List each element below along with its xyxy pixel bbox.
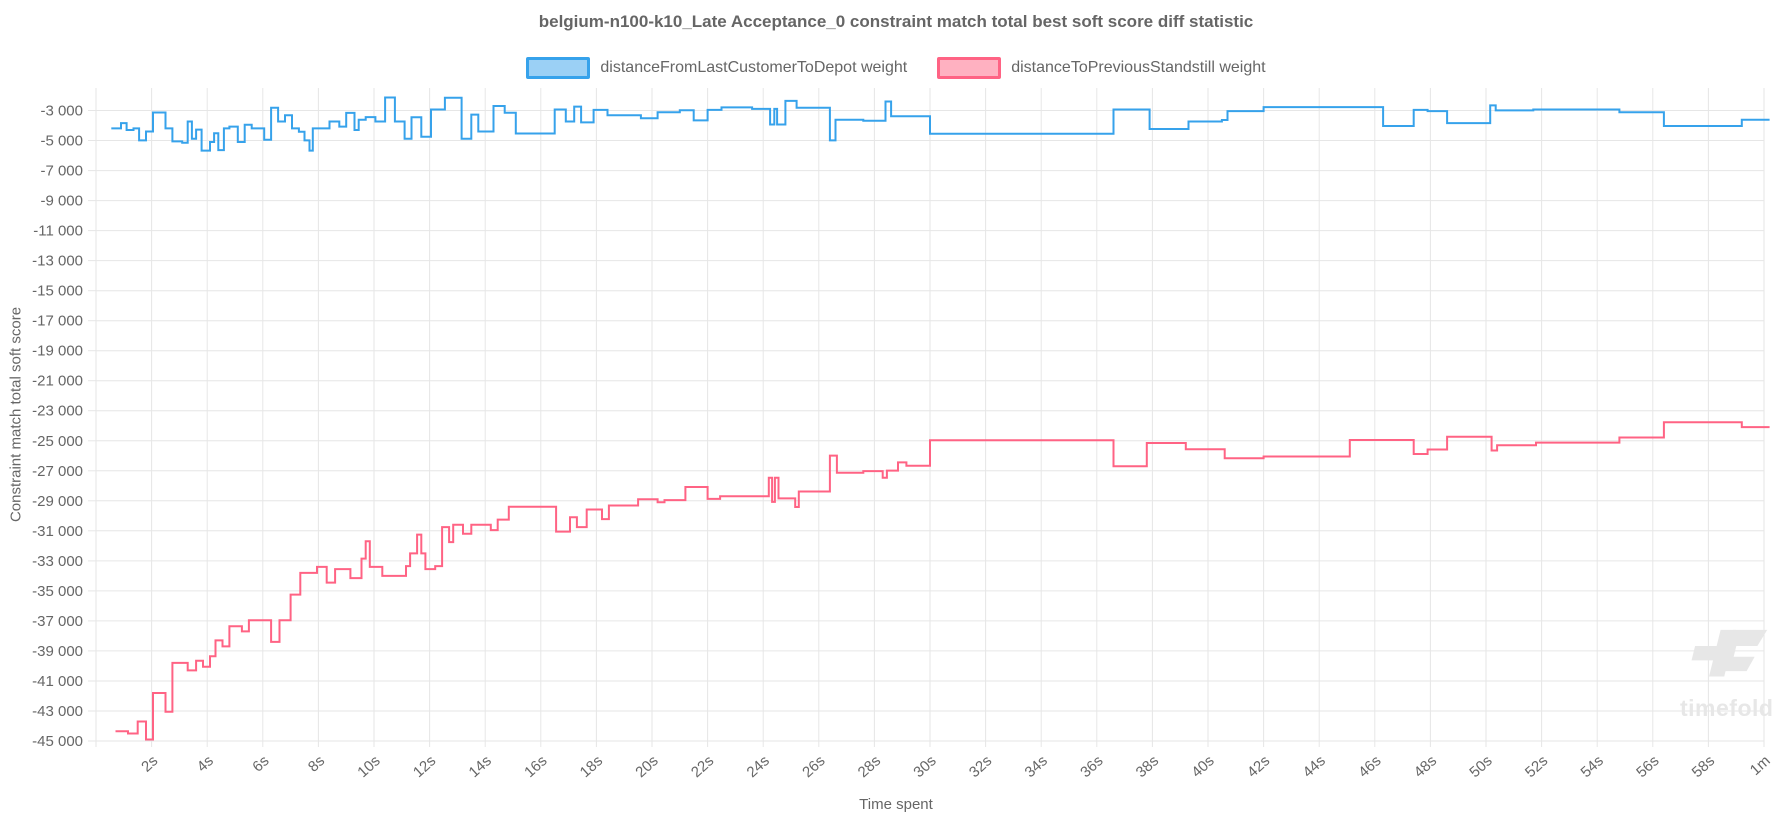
y-tick-label: -5 000 bbox=[40, 133, 83, 150]
x-tick-label: 46s bbox=[1355, 752, 1384, 781]
legend-label: distanceToPreviousStandstill weight bbox=[1011, 59, 1266, 76]
x-tick-label: 24s bbox=[744, 752, 773, 781]
x-tick-label: 56s bbox=[1633, 752, 1662, 781]
x-tick-label: 28s bbox=[855, 752, 884, 781]
chart-legend: distanceFromLastCustomerToDepot weight d… bbox=[0, 57, 1792, 79]
x-tick-label: 54s bbox=[1578, 752, 1607, 781]
x-tick-label: 30s bbox=[910, 752, 939, 781]
y-tick-label: -43 000 bbox=[32, 703, 83, 720]
legend-swatch-blue bbox=[526, 57, 591, 79]
x-tick-label: 52s bbox=[1522, 752, 1551, 781]
x-tick-label: 16s bbox=[521, 752, 550, 781]
x-tick-label: 6s bbox=[249, 752, 272, 775]
chart-title: belgium-n100-k10_Late Acceptance_0 const… bbox=[538, 12, 1254, 31]
y-tick-label: -9 000 bbox=[40, 193, 83, 210]
y-tick-label: -37 000 bbox=[32, 613, 83, 630]
x-tick-label: 8s bbox=[305, 752, 328, 775]
y-tick-label: -13 000 bbox=[32, 253, 83, 270]
x-tick-label: 44s bbox=[1300, 752, 1329, 781]
x-tick-label: 58s bbox=[1689, 752, 1718, 781]
x-tick-label: 26s bbox=[799, 752, 828, 781]
x-tick-label: 22s bbox=[688, 752, 717, 781]
y-tick-label: -3 000 bbox=[40, 103, 83, 120]
x-tick-label: 18s bbox=[577, 752, 606, 781]
y-tick-label: -45 000 bbox=[32, 733, 83, 750]
y-tick-label: -39 000 bbox=[32, 643, 83, 660]
x-tick-label: 10s bbox=[354, 752, 383, 781]
y-tick-label: -17 000 bbox=[32, 313, 83, 330]
x-tick-label: 36s bbox=[1077, 752, 1106, 781]
x-tick-label: 4s bbox=[194, 752, 217, 775]
x-tick-label: 32s bbox=[966, 752, 995, 781]
y-tick-label: -11 000 bbox=[33, 223, 83, 240]
x-tick-label: 42s bbox=[1244, 752, 1273, 781]
y-tick-label: -31 000 bbox=[32, 523, 83, 540]
x-tick-label: 40s bbox=[1188, 752, 1217, 781]
x-tick-label: 14s bbox=[466, 752, 495, 781]
x-tick-label: 38s bbox=[1133, 752, 1162, 781]
y-tick-label: -7 000 bbox=[40, 163, 83, 180]
legend-label: distanceFromLastCustomerToDepot weight bbox=[600, 59, 908, 76]
y-tick-label: -19 000 bbox=[32, 343, 83, 360]
y-tick-label: -33 000 bbox=[32, 553, 83, 570]
series-line bbox=[111, 96, 1770, 152]
legend-swatch-pink bbox=[937, 57, 1002, 79]
x-tick-label: 50s bbox=[1466, 752, 1495, 781]
x-tick-label: 2s bbox=[138, 752, 161, 775]
series-line bbox=[115, 421, 1770, 741]
y-tick-label: -23 000 bbox=[32, 403, 83, 420]
legend-item-distance-to-previous-standstill[interactable]: distanceToPreviousStandstill weight bbox=[937, 57, 1266, 79]
x-tick-label: 48s bbox=[1411, 752, 1440, 781]
x-axis-title: Time spent bbox=[859, 796, 933, 813]
y-tick-label: -15 000 bbox=[32, 283, 83, 300]
x-tick-label: 20s bbox=[632, 752, 661, 781]
x-tick-label: 12s bbox=[410, 752, 439, 781]
y-tick-label: -35 000 bbox=[32, 583, 83, 600]
legend-item-distance-from-last-customer-to-depot[interactable]: distanceFromLastCustomerToDepot weight bbox=[526, 57, 907, 79]
y-tick-label: -29 000 bbox=[32, 493, 83, 510]
y-tick-label: -27 000 bbox=[32, 463, 83, 480]
x-tick-label: 1m bbox=[1747, 752, 1774, 779]
y-tick-label: -21 000 bbox=[32, 373, 83, 390]
y-tick-label: -41 000 bbox=[32, 673, 83, 690]
x-tick-label: 34s bbox=[1022, 752, 1051, 781]
y-tick-label: -25 000 bbox=[32, 433, 83, 450]
